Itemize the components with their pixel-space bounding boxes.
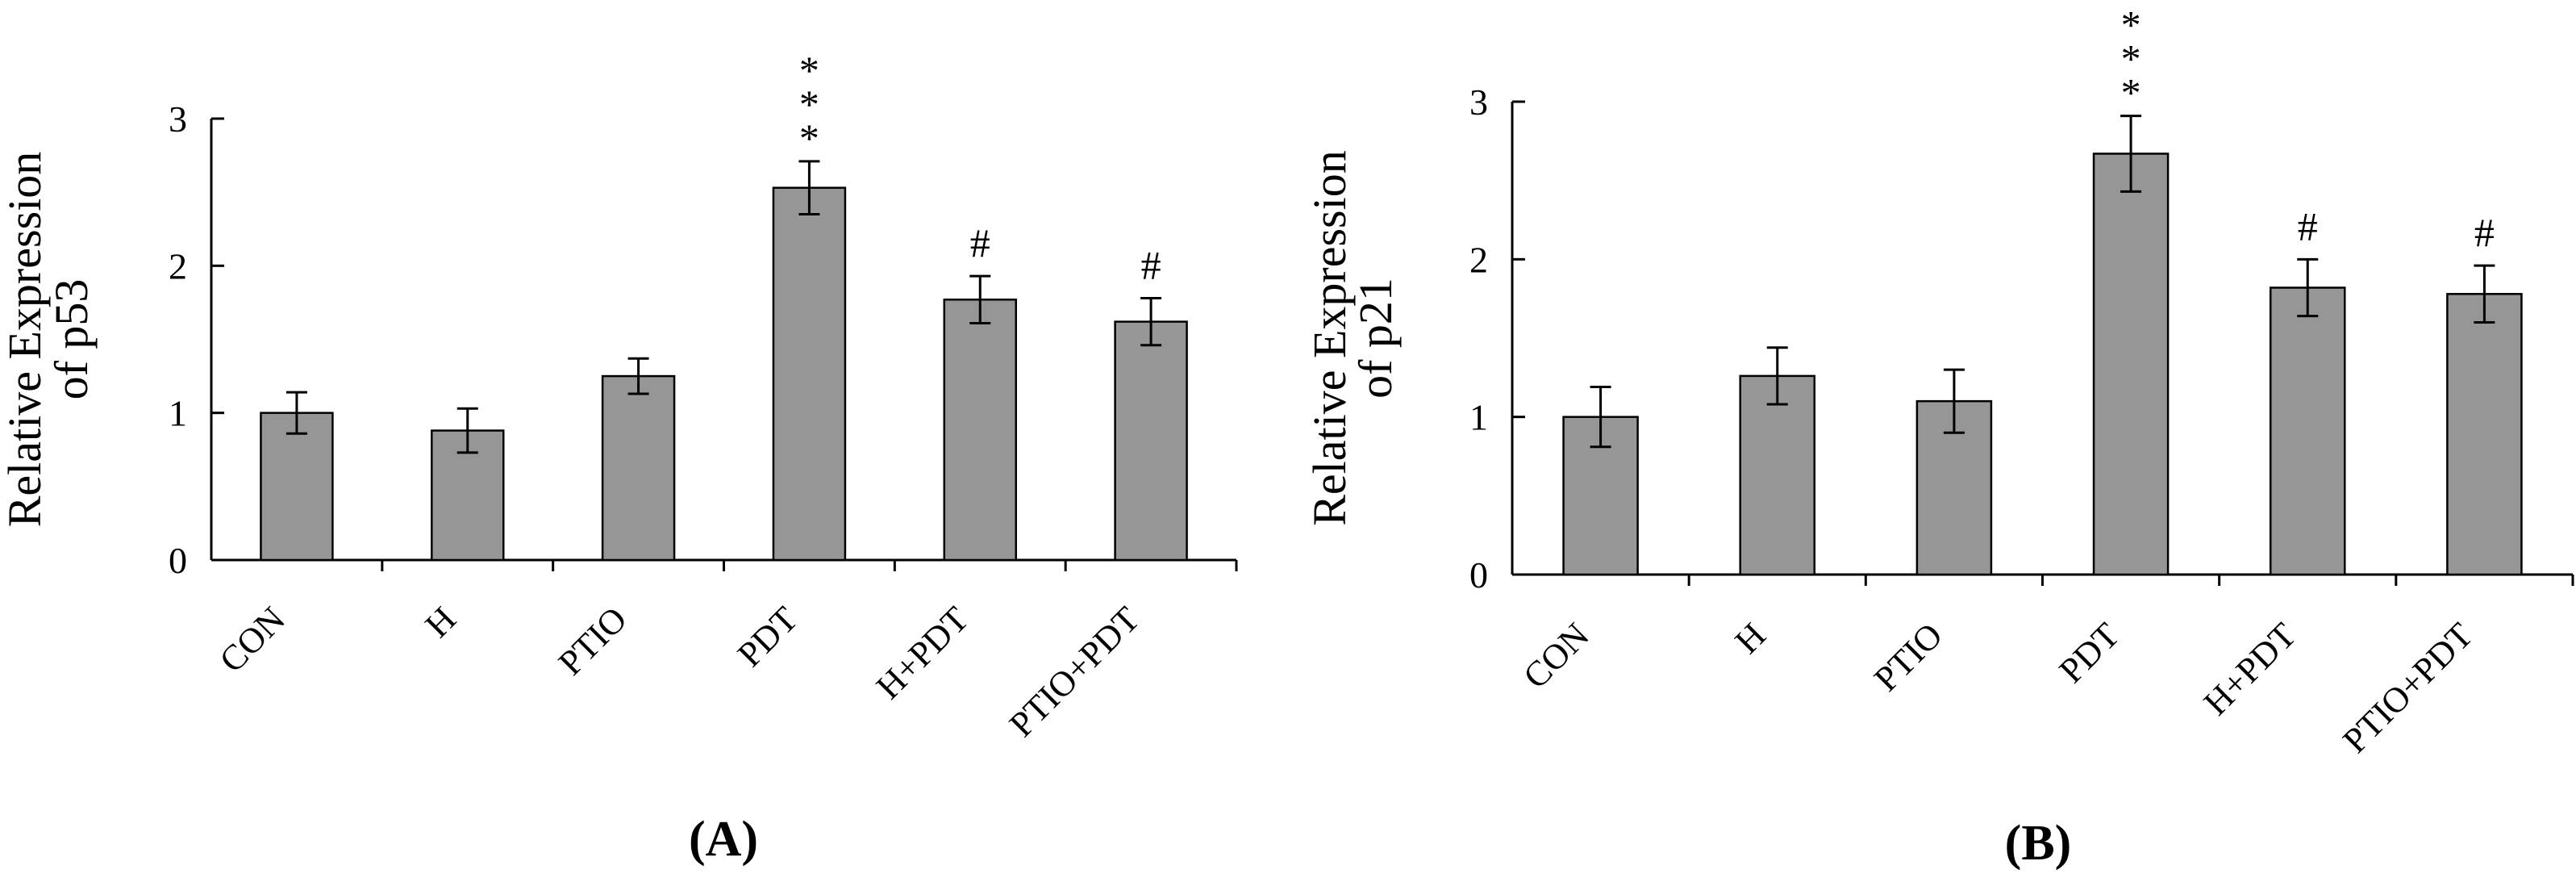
category-label: PTIO+PDT [1002, 599, 1147, 744]
bar-h-pdt [2269, 286, 2346, 576]
y-tick-label: 0 [169, 540, 187, 581]
significance-star: * [2121, 70, 2141, 115]
category-label: H [418, 599, 464, 645]
category-label: PTIO+PDT [2335, 615, 2480, 760]
panel-label: (B) [2005, 816, 2072, 871]
y-tick-label: 3 [1469, 82, 1488, 123]
bar-ptio-pdt [2446, 293, 2523, 576]
category-label: CON [212, 599, 293, 679]
y-axis-label-line1: Relative Expression [0, 152, 51, 528]
y-tick-label: 1 [1469, 397, 1488, 438]
bar-h [1739, 374, 1816, 576]
significance-star: * [2121, 36, 2141, 82]
significance-hash: # [1141, 242, 1161, 287]
category-label: PDT [730, 599, 806, 675]
y-tick-label: 2 [1469, 239, 1488, 280]
significance-star: * [799, 48, 819, 93]
y-tick-label: 3 [169, 98, 187, 140]
category-label: H+PDT [869, 599, 977, 707]
significance-hash: # [2474, 210, 2495, 255]
bar-ptio-pdt [1114, 320, 1188, 562]
category-label: PTIO [1866, 615, 1950, 699]
category-label: PTIO [551, 599, 635, 683]
y-tick-label: 0 [1469, 554, 1488, 596]
category-label: H+PDT [2196, 615, 2304, 723]
bar-con [260, 412, 334, 562]
category-label: H [1728, 615, 1774, 661]
significance-star: * [799, 115, 819, 161]
y-axis-label-line2: of p21 [1349, 278, 1402, 399]
significance-star: * [2121, 2, 2141, 48]
bar-ptio [601, 374, 676, 562]
y-tick-label: 2 [169, 245, 187, 286]
bar-h-pdt [943, 299, 1017, 562]
y-axis-label-line1: Relative Expression [1303, 150, 1356, 526]
panel-label: (A) [689, 812, 758, 867]
bar-pdt [2092, 153, 2170, 576]
y-axis-label-line2: of p53 [45, 279, 98, 400]
category-label: PDT [2052, 615, 2128, 691]
bar-pdt [772, 186, 847, 562]
significance-hash: # [970, 220, 990, 265]
y-tick-label: 1 [169, 393, 187, 434]
significance-hash: # [2298, 203, 2318, 249]
significance-star: * [799, 82, 819, 127]
category-label: CON [1515, 615, 1596, 696]
